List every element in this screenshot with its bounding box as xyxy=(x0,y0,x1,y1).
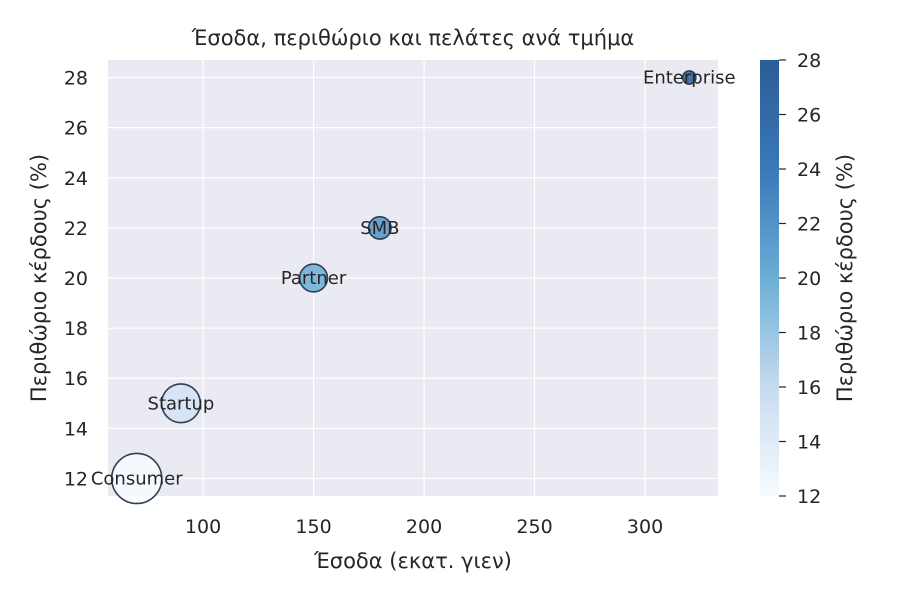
y-tick-label: 20 xyxy=(64,268,88,290)
y-tick-label: 12 xyxy=(64,468,88,490)
colorbar-tick-label: 18 xyxy=(797,323,821,345)
y-tick-label: 16 xyxy=(64,368,88,390)
colorbar-tick-label: 12 xyxy=(797,486,821,508)
colorbar-tick-label: 26 xyxy=(797,105,821,127)
data-point xyxy=(681,70,697,85)
y-tick-labels: 12 14 16 18 20 22 24 26 28 xyxy=(64,68,88,491)
point-label: Consumer xyxy=(91,468,183,489)
colorbar-tick-label: 14 xyxy=(797,432,821,454)
colorbar xyxy=(760,60,779,496)
colorbar-tick-label: 16 xyxy=(797,377,821,399)
y-tick-label: 18 xyxy=(64,318,88,340)
point-label: Startup xyxy=(148,393,215,414)
grid-lines xyxy=(108,60,718,496)
data-points xyxy=(110,70,697,505)
x-tick-label: 150 xyxy=(295,516,331,538)
x-tick-labels: 100 150 200 250 300 xyxy=(185,516,663,538)
point-label: Partner xyxy=(281,268,347,289)
colorbar-tick-label: 28 xyxy=(797,50,821,72)
data-point xyxy=(367,215,392,240)
colorbar-label: Περιθώριο κέρδους (%) xyxy=(833,154,857,402)
y-tick-label: 22 xyxy=(64,218,88,240)
x-tick-label: 300 xyxy=(627,516,663,538)
colorbar-tick-labels: 12 14 16 18 20 22 24 26 28 xyxy=(779,50,821,508)
colorbar-tick-label: 24 xyxy=(797,159,821,181)
y-tick-label: 14 xyxy=(64,418,88,440)
colorbar-tick-label: 22 xyxy=(797,214,821,236)
x-tick-label: 200 xyxy=(406,516,442,538)
data-point xyxy=(110,452,163,505)
y-tick-label: 26 xyxy=(64,118,88,140)
y-axis-label: Περιθώριο κέρδους (%) xyxy=(27,154,51,402)
data-point xyxy=(160,383,202,424)
point-labels: Consumer Startup Partner SMB Enterprise xyxy=(91,68,736,490)
point-label: Enterprise xyxy=(643,68,736,89)
x-axis-label: Έσοδα (εκατ. γιεν) xyxy=(313,549,512,573)
y-tick-label: 24 xyxy=(64,168,88,190)
y-tick-label: 28 xyxy=(64,68,88,90)
data-point xyxy=(298,263,329,293)
point-label: SMB xyxy=(360,218,399,239)
colorbar-tick-label: 20 xyxy=(797,268,821,290)
chart-title: Έσοδα, περιθώριο και πελάτες ανά τμήμα xyxy=(191,26,635,50)
x-tick-label: 250 xyxy=(516,516,552,538)
x-tick-label: 100 xyxy=(185,516,221,538)
